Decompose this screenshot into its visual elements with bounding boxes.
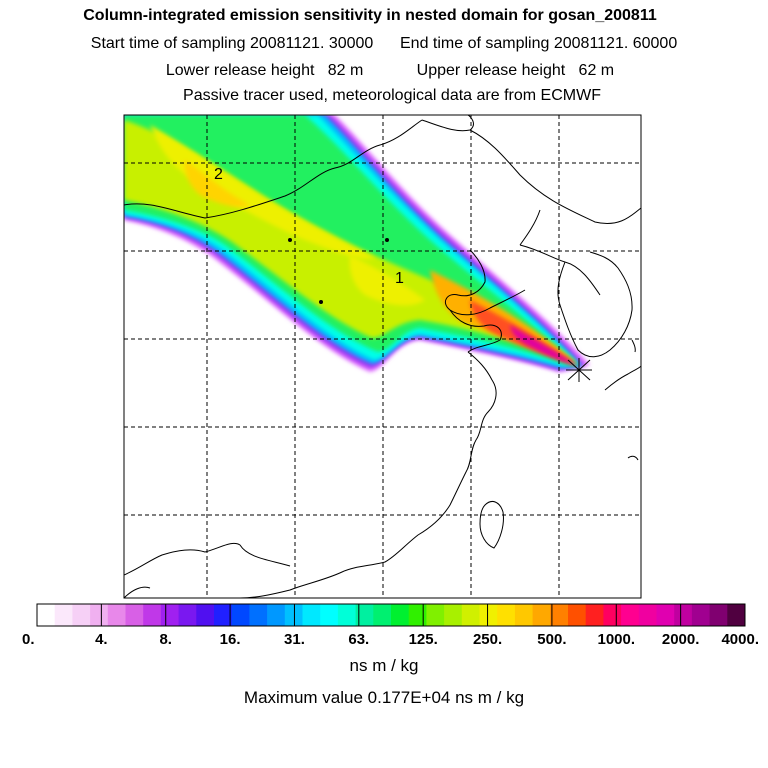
map-frame: [123, 114, 642, 599]
lat-lon-grid: [124, 115, 641, 598]
colorbar-tick-label: 1000.: [597, 631, 635, 648]
colorbar-unit: ns m / kg: [349, 656, 419, 675]
coastlines-borders: [124, 115, 641, 598]
colorbar-swatch: [54, 604, 73, 626]
colorbar-swatch: [267, 604, 286, 626]
colorbar-tick-label: 0.: [22, 631, 35, 648]
colorbar-swatch: [514, 604, 534, 626]
maximum-value-readout: Maximum value 0.177E+04 ns m / kg: [243, 688, 525, 707]
colorbar-swatch: [143, 604, 162, 626]
colorbar-tick-label: 250.: [473, 631, 502, 648]
colorbar-frame: [36, 603, 746, 627]
location-dot: [385, 238, 389, 242]
location-dot: [319, 300, 323, 304]
colorbar-swatch: [320, 604, 339, 626]
data-source-note: Passive tracer used, meteorological data…: [183, 87, 601, 104]
colorbar-swatch: [249, 604, 268, 626]
colorbar-tick-label: 4.: [95, 631, 108, 648]
plume-layer: [124, 115, 590, 372]
sampling-times: Start time of sampling 20081121. 30000 E…: [90, 35, 678, 52]
chart-title: Column-integrated emission sensitivity i…: [83, 7, 657, 24]
colorbar-swatch: [568, 604, 587, 626]
colorbar-tick-label: 16.: [220, 631, 241, 648]
colorbar-swatch: [461, 604, 480, 626]
colorbar-swatch: [426, 604, 445, 626]
colorbar-swatch: [337, 604, 357, 626]
colorbar-swatch: [231, 604, 250, 626]
cluster-label-2: 2: [214, 166, 223, 183]
colorbar-swatch: [373, 604, 392, 626]
colorbar-swatch: [391, 604, 410, 626]
colorbar-swatch: [532, 604, 551, 626]
colorbar-swatch: [444, 604, 463, 626]
colorbar-swatch: [302, 604, 321, 626]
colorbar-tick-label: 125.: [409, 631, 438, 648]
colorbar-swatch: [656, 604, 675, 626]
colorbar-swatch: [196, 604, 215, 626]
colorbar: [36, 603, 746, 627]
colorbar-swatch: [125, 604, 144, 626]
colorbar-tick-label: 63.: [348, 631, 369, 648]
colorbar-swatch: [727, 604, 746, 626]
colorbar-swatch: [550, 604, 569, 626]
colorbar-tick-label: 500.: [537, 631, 566, 648]
release-heights: Lower release height 82 m Upper release …: [165, 62, 615, 79]
colorbar-swatch: [214, 604, 233, 626]
colorbar-swatch: [603, 604, 622, 626]
colorbar-swatch: [674, 604, 693, 626]
colorbar-swatch: [355, 604, 374, 626]
location-dot: [288, 238, 292, 242]
colorbar-tick-labels: 0. 4. 8. 16. 31. 63. 125. 250. 500. 1000. 2000. 400…: [22, 631, 759, 648]
colorbar-tick-label: 8.: [159, 631, 172, 648]
colorbar-swatch: [479, 604, 498, 626]
colorbar-swatch: [709, 604, 728, 626]
colorbar-swatch: [107, 604, 126, 626]
colorbar-swatch: [497, 604, 516, 626]
colorbar-tick-label: 31.: [284, 631, 305, 648]
colorbar-swatch: [638, 604, 657, 626]
colorbar-swatch: [90, 604, 109, 626]
colorbar-swatch: [585, 604, 604, 626]
colorbar-swatch: [178, 604, 197, 626]
colorbar-swatch: [691, 604, 711, 626]
cluster-label-1: 1: [395, 270, 404, 287]
colorbar-swatch: [284, 604, 303, 626]
colorbar-swatch: [72, 604, 91, 626]
colorbar-swatch: [160, 604, 180, 626]
colorbar-tick-label: 4000.: [721, 631, 759, 648]
colorbar-tick-label: 2000.: [662, 631, 700, 648]
colorbar-swatch: [37, 604, 56, 626]
colorbar-swatch: [408, 604, 427, 626]
colorbar-swatch: [621, 604, 640, 626]
receptor-star-icon: [566, 358, 592, 382]
